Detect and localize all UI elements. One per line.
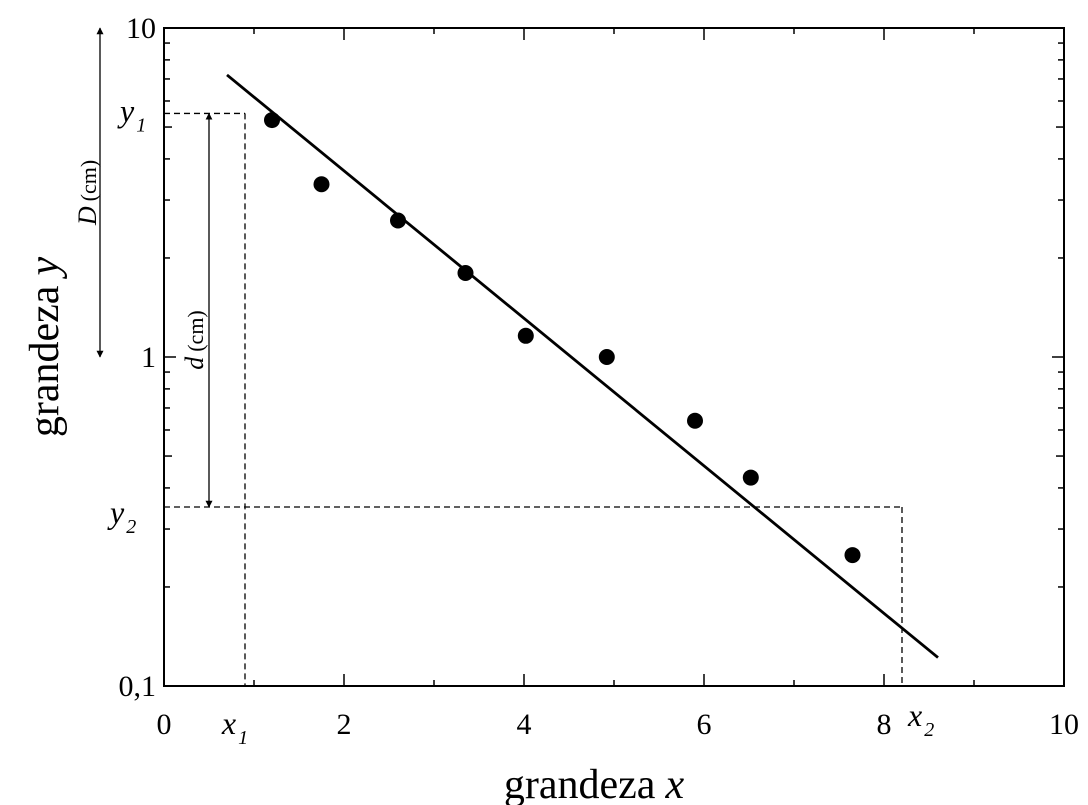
x-axis-title-var: x <box>664 762 684 805</box>
data-point <box>598 349 615 365</box>
data-point <box>517 327 534 344</box>
data-point <box>313 176 330 193</box>
y1-marker-sub: 1 <box>136 114 146 136</box>
d-dimension-unit: (cm) <box>183 310 208 352</box>
D-dimension-var: D <box>73 206 102 226</box>
D-dimension-unit: (cm) <box>76 160 101 202</box>
data-point <box>687 412 703 429</box>
x-tick-label: 8 <box>877 708 892 741</box>
data-point <box>457 265 474 282</box>
y-axis-title: grandeza y <box>22 257 68 438</box>
y-tick-label: 10 <box>126 12 156 45</box>
x1-marker-var: x <box>221 705 236 741</box>
x-axis-title-word: grandeza <box>504 762 656 805</box>
x-tick-label: 0 <box>157 708 172 741</box>
x-axis-title: grandeza x <box>504 762 685 805</box>
x2-marker-sub: 2 <box>924 719 934 741</box>
y-tick-label: 0,1 <box>119 670 157 703</box>
data-point <box>844 547 861 564</box>
x-tick-label: 6 <box>697 708 712 741</box>
y-tick-label: 1 <box>141 341 156 374</box>
x-tick-label: 2 <box>337 708 352 741</box>
y2-marker-sub: 2 <box>126 516 136 538</box>
y2-marker-var: y <box>107 494 125 530</box>
data-point <box>390 212 406 229</box>
d-dimension-label: d (cm) <box>180 310 209 370</box>
x1-marker-sub: 1 <box>238 727 248 749</box>
y-axis-title-word: grandeza <box>22 285 68 437</box>
x-tick-label: 10 <box>1049 708 1079 741</box>
x2-marker-var: x <box>907 697 922 733</box>
y1-marker-var: y <box>117 92 135 128</box>
D-dimension-label: D (cm) <box>73 160 102 226</box>
data-point <box>742 469 759 486</box>
data-point <box>264 112 280 129</box>
x-tick-label: 4 <box>517 708 532 741</box>
fit-line <box>226 73 939 659</box>
y-axis-title-var: y <box>22 257 68 280</box>
d-dimension-var: d <box>180 356 209 370</box>
